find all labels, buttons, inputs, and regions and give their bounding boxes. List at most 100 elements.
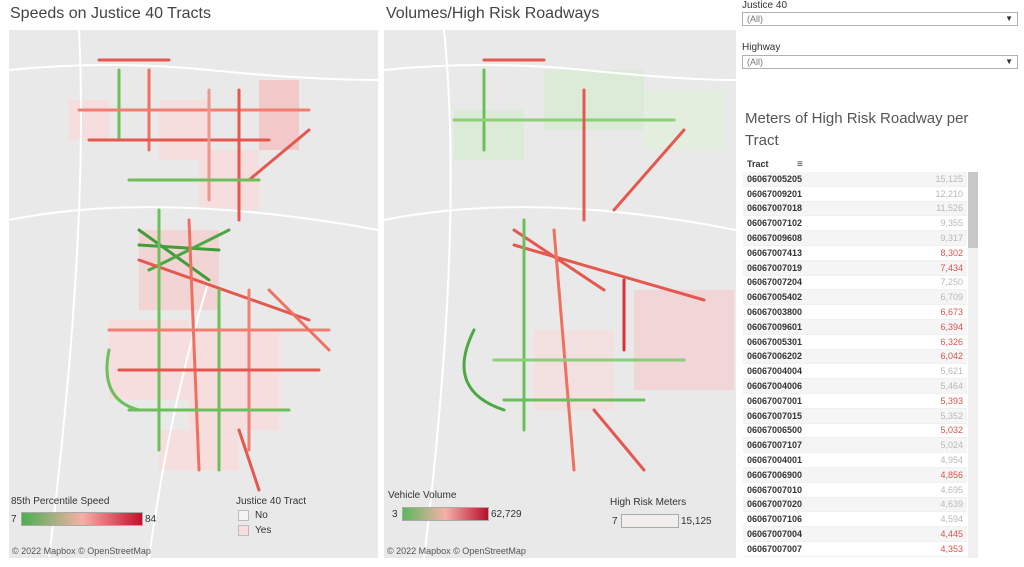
table-row[interactable]: 06067007020 4,639: [743, 497, 967, 513]
tract-id: 06067006202: [747, 351, 803, 362]
table-row[interactable]: 06067007102 9,355: [743, 216, 967, 232]
table-row[interactable]: 06067004001 4,954: [743, 453, 967, 468]
road-segment: [512, 228, 606, 292]
tract-polygon: [189, 330, 279, 430]
right-map-title: Volumes/High Risk Roadways: [386, 5, 600, 22]
tract-id: 06067007015: [747, 410, 803, 421]
table-row[interactable]: 06067009201 12,210: [743, 187, 967, 202]
speed-map-canvas[interactable]: [9, 30, 378, 558]
road-segment: [462, 328, 506, 412]
highway-dropdown-value: (All): [747, 57, 763, 67]
table-row[interactable]: 06067007004 4,445: [743, 527, 967, 542]
background-roads: [9, 30, 378, 558]
map-attribution[interactable]: © 2022 Mapbox © OpenStreetMap: [12, 546, 151, 556]
tract-id: 06067007010: [747, 484, 803, 495]
table-row[interactable]: 06067006202 6,042: [743, 349, 967, 365]
justice40-dropdown[interactable]: (All) ▼: [742, 12, 1018, 26]
table-row[interactable]: 06067004004 5,621: [743, 364, 967, 380]
tract-legend-yes[interactable]: Yes: [238, 525, 271, 536]
tract-polygon: [259, 80, 299, 150]
volume-map[interactable]: Vehicle Volume 3 62,729 High Risk Meters…: [384, 30, 736, 558]
high-risk-meters-value: 7,434: [940, 262, 963, 273]
tract-polygon: [534, 330, 614, 410]
scrollbar-thumb[interactable]: [968, 172, 978, 248]
tract-legend-no-label: No: [255, 510, 268, 521]
tract-polygon: [634, 290, 734, 390]
table-row[interactable]: 06067007001 5,393: [743, 394, 967, 409]
volume-road-segments: [452, 58, 706, 472]
tract-polygon: [69, 100, 109, 140]
high-risk-meters-value: 6,042: [940, 351, 963, 362]
volume-map-canvas[interactable]: [384, 30, 736, 558]
tract-polygon: [109, 320, 189, 400]
road-segment: [137, 228, 211, 282]
table-row[interactable]: 06067006900 4,856: [743, 467, 967, 483]
tract-legend-title: Justice 40 Tract: [236, 496, 307, 507]
table-row[interactable]: 06067005301 6,326: [743, 335, 967, 350]
table-row[interactable]: 06067007018 11,526: [743, 201, 967, 217]
tract-id: 06067006500: [747, 425, 803, 436]
tract-polygon: [454, 110, 524, 160]
table-row[interactable]: 06067005402 6,709: [743, 290, 967, 306]
table-row[interactable]: 06067007107 5,024: [743, 438, 967, 454]
high-risk-meters-value: 5,621: [940, 366, 963, 377]
scrollbar-track[interactable]: [968, 172, 978, 558]
tract-id: 06067005205: [747, 173, 803, 184]
tract-legend-no[interactable]: No: [238, 510, 268, 521]
tract-id: 06067005301: [747, 336, 803, 347]
high-risk-meters-value: 5,464: [940, 381, 963, 392]
table-row[interactable]: 06067003800 6,673: [743, 305, 967, 320]
table-row[interactable]: 06067009608 9,317: [743, 231, 967, 246]
tract-no-swatch: [238, 510, 249, 521]
table-row[interactable]: 06067004006 5,464: [743, 379, 967, 394]
high-risk-meters-value: 6,709: [940, 292, 963, 303]
chevron-down-icon[interactable]: ▼: [1005, 14, 1013, 23]
justice40-dropdown-value: (All): [747, 14, 763, 24]
tract-id: 06067004006: [747, 381, 803, 392]
road-segment: [552, 228, 576, 472]
volume-gradient-bar: [402, 507, 489, 521]
table-row[interactable]: 06067006500 5,032: [743, 424, 967, 439]
background-road: [9, 64, 378, 81]
tract-id: 06067007007: [747, 543, 803, 554]
high-risk-meters-value: 9,317: [940, 233, 963, 244]
table-row[interactable]: 06067007015 5,352: [743, 408, 967, 424]
chevron-down-icon[interactable]: ▼: [1005, 57, 1013, 66]
table-row[interactable]: 06067007010 4,695: [743, 483, 967, 498]
sort-icon[interactable]: ≡: [797, 159, 803, 170]
tract-id: 06067007102: [747, 218, 803, 229]
table-row[interactable]: 06067007413 8,302: [743, 246, 967, 261]
high-risk-meters-value: 12,210: [935, 188, 963, 199]
left-map-title: Speeds on Justice 40 Tracts: [10, 5, 211, 22]
high-risk-meters-value: 6,673: [940, 307, 963, 318]
table-row[interactable]: 06067007007 4,353: [743, 542, 967, 557]
table-row[interactable]: 06067009601 6,394: [743, 319, 967, 335]
table-row[interactable]: 06067007204 7,250: [743, 276, 967, 291]
high-risk-meters-value: 4,445: [940, 529, 963, 540]
speed-map[interactable]: 85th Percentile Speed 7 84 Justice 40 Tr…: [9, 30, 378, 558]
background-road: [48, 30, 82, 558]
table-row[interactable]: 06067007106 4,594: [743, 512, 967, 528]
tract-id: 06067009601: [747, 321, 803, 332]
justice40-filter-label: Justice 40: [742, 0, 788, 11]
table-row[interactable]: 06067007019 7,434: [743, 260, 967, 276]
high-risk-meters-value: 4,954: [940, 455, 963, 466]
speed-legend-min: 7: [11, 514, 17, 525]
high-risk-meters-value: 7,250: [940, 277, 963, 288]
map-attribution[interactable]: © 2022 Mapbox © OpenStreetMap: [387, 546, 526, 556]
volume-legend-title: Vehicle Volume: [388, 490, 457, 501]
background-road: [384, 64, 736, 81]
table-row[interactable]: 06067005205 15,125: [743, 172, 967, 187]
tract-id: 06067007019: [747, 262, 803, 273]
high-risk-meters-value: 5,024: [940, 440, 963, 451]
highway-dropdown[interactable]: (All) ▼: [742, 55, 1018, 69]
tract-id: 06067007001: [747, 395, 803, 406]
background-roads: [384, 30, 736, 558]
tract-yes-swatch: [238, 525, 249, 536]
high-risk-meters-value: 6,326: [940, 336, 963, 347]
high-risk-meters-value: 15,125: [935, 173, 963, 184]
high-risk-meters-value: 4,856: [940, 469, 963, 480]
tract-id: 06067004004: [747, 366, 803, 377]
tract-column-header[interactable]: Tract: [747, 159, 769, 169]
speed-legend-max: 84: [145, 514, 157, 525]
